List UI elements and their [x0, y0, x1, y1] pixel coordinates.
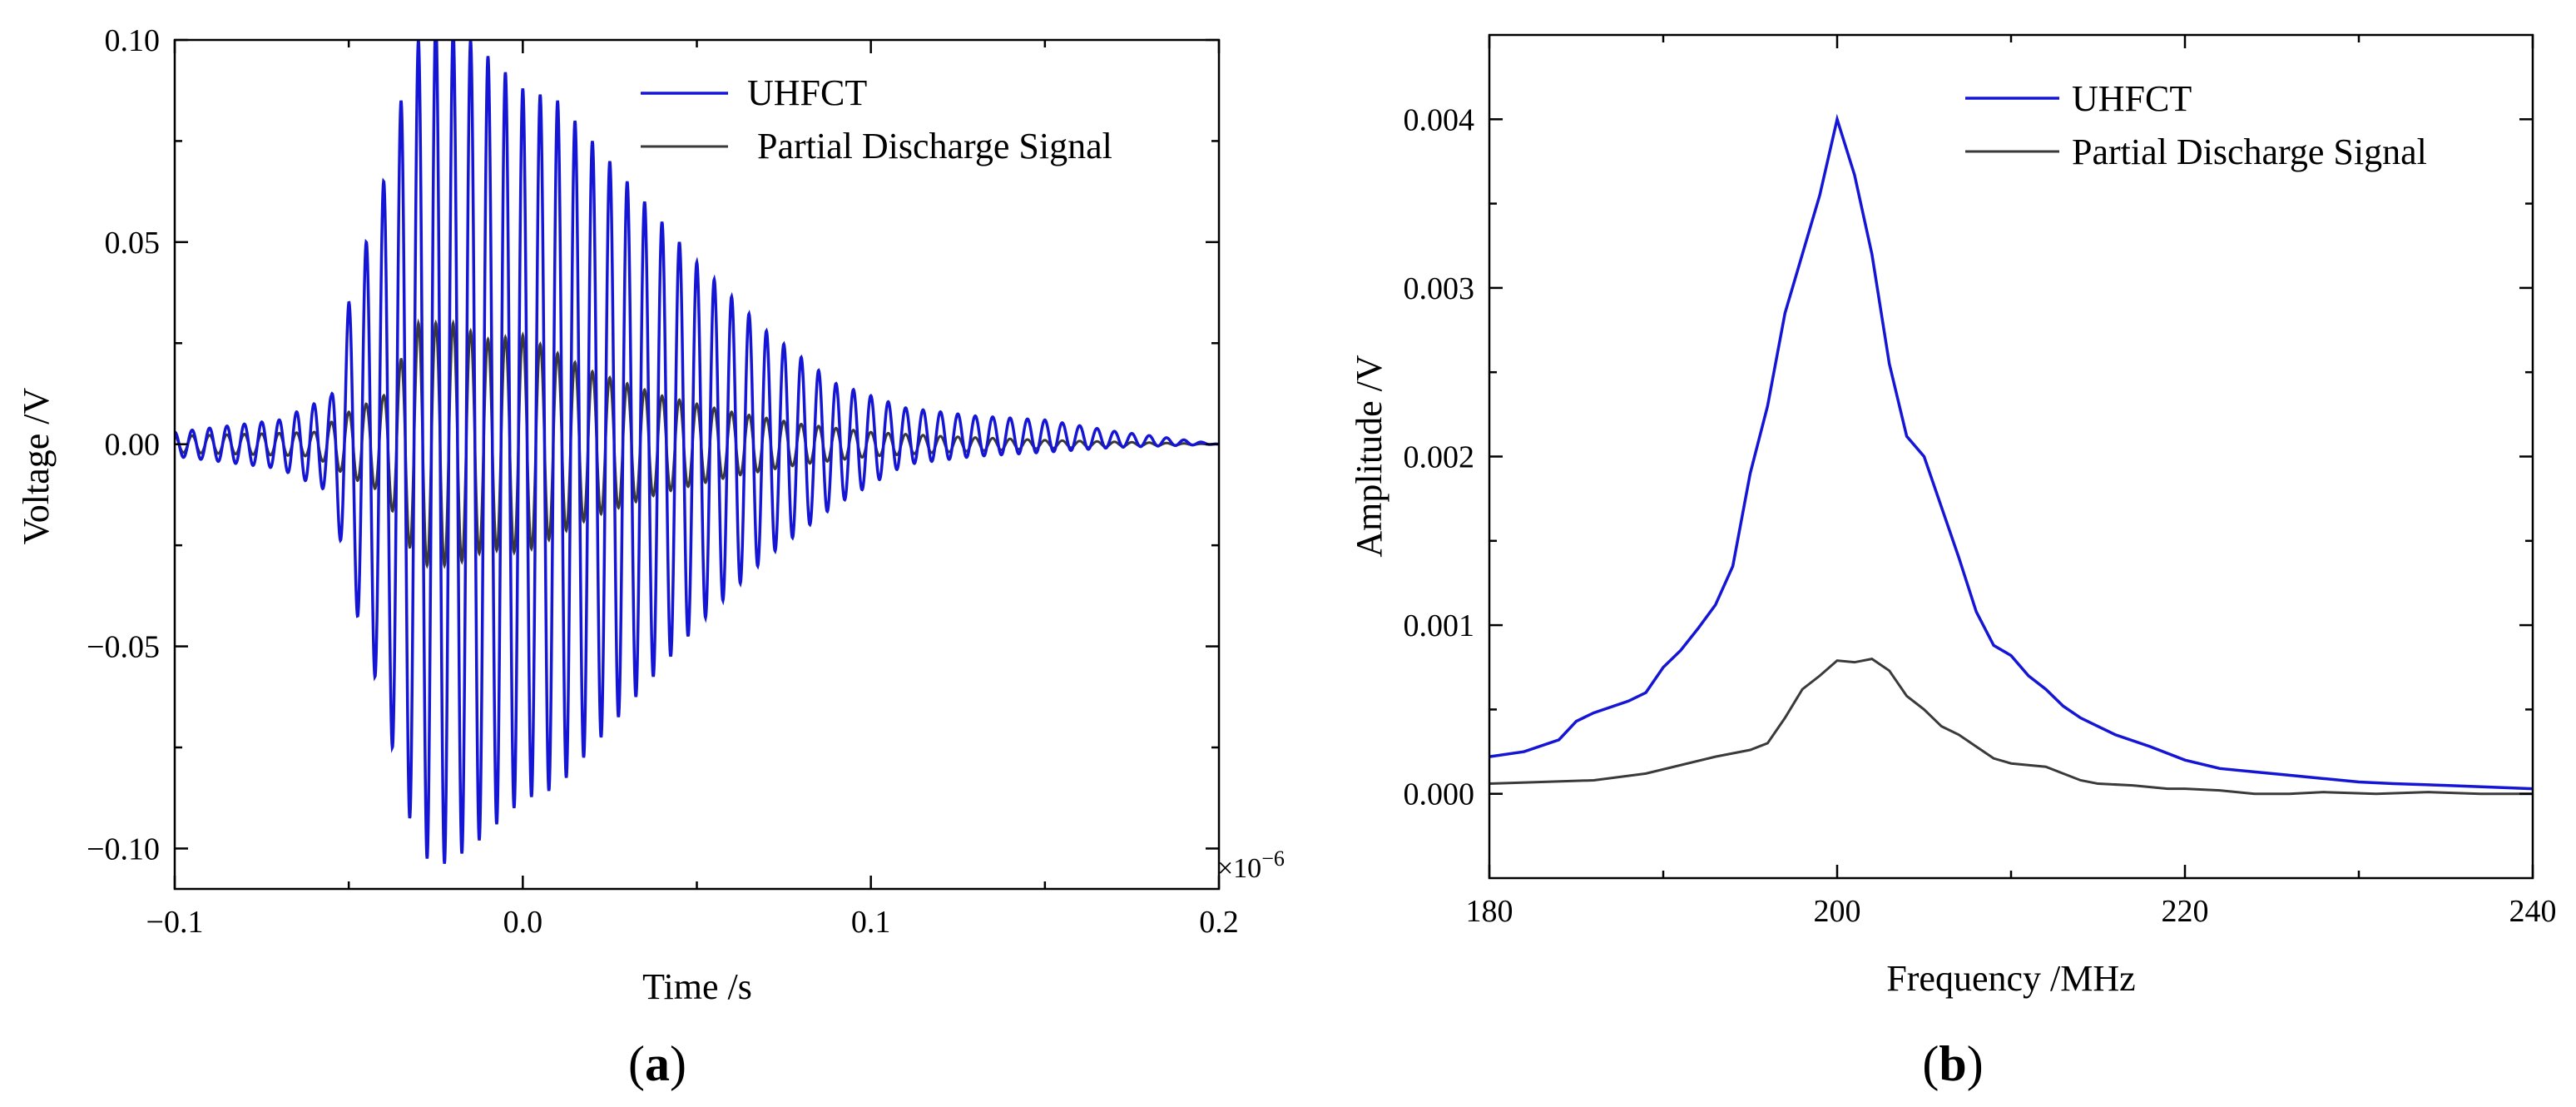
panel-label-a: (a) [628, 1036, 686, 1091]
series-line-partial-discharge [1489, 658, 2533, 796]
x-tick-label: 220 [2162, 894, 2209, 929]
plot-b-series [1489, 113, 2533, 796]
x-tick-label: 0.1 [851, 905, 891, 940]
y-tick-label: 0.05 [105, 226, 161, 261]
legend-label-partial-discharge: Partial Discharge Signal [757, 126, 1112, 166]
y-tick-label: 0.003 [1404, 271, 1475, 306]
y-tick-label: 0.004 [1404, 102, 1475, 137]
y-tick-label: −0.05 [87, 630, 160, 665]
legend-a: UHFCT Partial Discharge Signal [641, 72, 1112, 166]
x-tick-label: 240 [2509, 894, 2557, 929]
y-axis-title-b: Amplitude /V [1349, 355, 1390, 557]
y-tick-label: −0.10 [87, 831, 160, 866]
x-axis-b: 180 200 220 240 [1466, 35, 2557, 929]
panel-letter-a: a [645, 1036, 670, 1091]
x-multiplier-base: ×10 [1217, 853, 1261, 884]
y-axis-b: 0.000 0.001 0.002 0.003 0.004 [1404, 102, 2533, 812]
legend-b: UHFCT Partial Discharge Signal [1965, 78, 2427, 172]
x-tick-label: 200 [1814, 894, 1861, 929]
y-tick-label: 0.002 [1404, 440, 1475, 475]
x-multiplier-a: ×10−6 [1217, 846, 1285, 884]
x-axis-a: −0.1 0.0 0.1 0.2 [146, 40, 1239, 940]
legend-label-uhfct: UHFCT [2072, 78, 2192, 119]
plot-a-series [175, 40, 1219, 864]
y-tick-label: 0.000 [1404, 777, 1475, 812]
y-tick-label: 0.00 [105, 428, 161, 463]
y-axis-title-a: Voltage /V [16, 387, 57, 544]
x-multiplier-exponent: −6 [1261, 846, 1285, 871]
y-tick-label: 0.10 [105, 23, 161, 58]
panel-letter-b: b [1939, 1036, 1966, 1091]
panel-b-frequency-domain: 180 200 220 240 0.000 0.001 0.002 0.003 0.004 F… [1349, 33, 2557, 1091]
series-line-uhfct [175, 40, 1219, 864]
x-tick-label: 180 [1466, 894, 1513, 929]
x-tick-label: 0.0 [503, 905, 543, 940]
x-axis-title-a: Time /s [642, 966, 752, 1007]
x-tick-label: 0.2 [1199, 905, 1239, 940]
series-line-uhfct [1489, 113, 2533, 791]
panel-label-b: (b) [1922, 1036, 1983, 1091]
legend-label-partial-discharge: Partial Discharge Signal [2072, 132, 2427, 172]
x-tick-label: −0.1 [146, 905, 204, 940]
y-tick-label: 0.001 [1404, 608, 1475, 643]
x-axis-title-b: Frequency /MHz [1886, 958, 2135, 999]
y-axis-a: −0.10 −0.05 0.00 0.05 0.10 [87, 23, 1219, 866]
legend-label-uhfct: UHFCT [747, 72, 867, 113]
plot-frame-a [173, 38, 1221, 891]
series-line-partial-discharge [175, 318, 1219, 569]
panel-a-time-domain: −0.1 0.0 0.1 0.2 −0.10 −0.05 0.00 0.05 0.10 ×10… [16, 23, 1285, 1091]
